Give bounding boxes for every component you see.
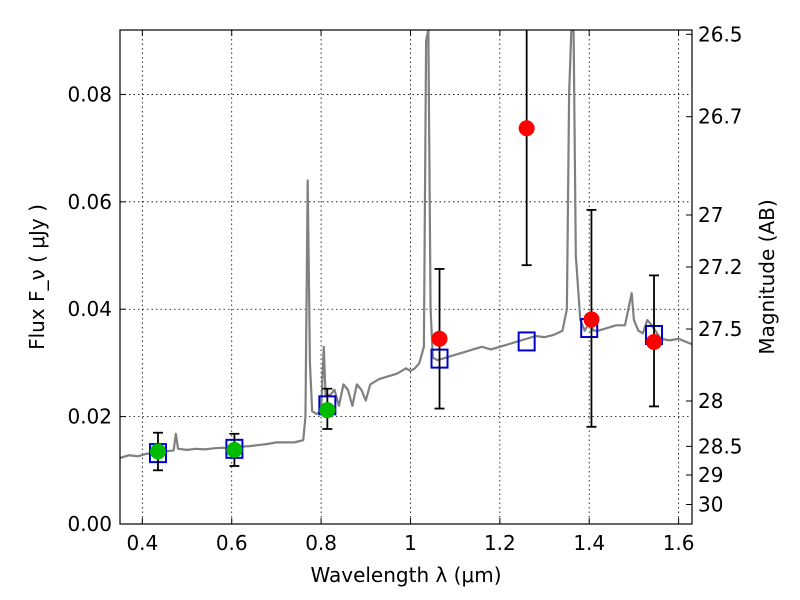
- mag-tick-label: 29: [698, 463, 723, 487]
- observed-point: [431, 330, 448, 347]
- plot-frame: [119, 29, 693, 525]
- observed-point: [319, 402, 336, 419]
- x-tick-label: 0.6: [216, 531, 248, 555]
- observed-point: [518, 120, 535, 137]
- mag-tick-label: 27.5: [698, 317, 743, 341]
- x-tick-label: 1.4: [573, 531, 605, 555]
- x-tick-label: 1.6: [663, 531, 695, 555]
- observed-point: [226, 441, 243, 458]
- y-tick-label: 0.06: [67, 190, 112, 214]
- x-tick-label: 1: [404, 531, 417, 555]
- x-tick-label: 1.2: [484, 531, 516, 555]
- mag-tick-label: 28: [698, 389, 723, 413]
- axis-ticks: 0.4 0.6 0.8 1 1.2 1.4 1.6 0.00 0.02 0.04 0.06 0.08 2…: [67, 22, 742, 555]
- y-tick-label: 0.02: [67, 405, 112, 429]
- observed-point: [149, 443, 166, 460]
- model-point: [517, 331, 536, 352]
- mag-tick-label: 26.7: [698, 105, 743, 129]
- x-tick-label: 0.4: [126, 531, 158, 555]
- y-tick-label: 0.08: [67, 82, 112, 106]
- y-axis-label: Flux F_ν ( μJy ): [25, 204, 49, 350]
- y2-axis-label: Magnitude (AB): [755, 199, 779, 354]
- mag-tick-label: 28.5: [698, 434, 743, 458]
- y-tick-label: 0.00: [67, 512, 112, 536]
- mag-tick-label: 27.2: [698, 255, 743, 279]
- observed-point: [646, 333, 663, 350]
- x-axis-label: Wavelength λ (μm): [310, 563, 501, 587]
- mag-tick-label: 26.5: [698, 22, 743, 46]
- y-tick-label: 0.04: [67, 297, 112, 321]
- mag-tick-label: 30: [698, 493, 723, 517]
- observed-point: [583, 311, 600, 328]
- plot-area: [120, 30, 692, 472]
- x-tick-label: 0.8: [305, 531, 337, 555]
- mag-tick-label: 27: [698, 203, 723, 227]
